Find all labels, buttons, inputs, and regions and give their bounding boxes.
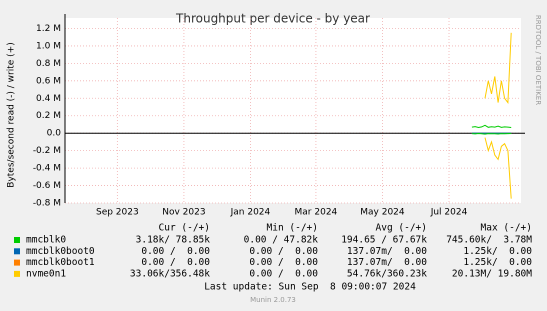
legend-value: 137.07m/ 0.00: [347, 257, 427, 268]
y-tick-label: 0.6 M: [36, 76, 61, 86]
series-line: [471, 124, 512, 129]
legend-value: 0.00 / 47.82k: [244, 235, 319, 246]
series-line: [471, 132, 512, 135]
y-tick-label: 0.0: [47, 129, 62, 139]
legend-value: 0.00 / 0.00: [141, 257, 210, 268]
legend-name: mmcblk0: [26, 235, 66, 246]
legend-value: 54.76k/360.23k: [347, 268, 427, 279]
legend-value: 745.60k/ 3.78M: [446, 235, 532, 246]
side-text: RRDTOOL / TOBI OETIKER: [534, 15, 542, 105]
last-update: Last update: Sun Sep 8 09:00:07 2024: [204, 282, 416, 293]
legend-header: Avg (-/+): [376, 223, 427, 234]
legend-value: 20.13M/ 19.80M: [452, 268, 532, 279]
chart-title: Throughput per device - by year: [175, 12, 370, 26]
x-tick-label: Mar 2024: [295, 208, 338, 218]
plot-area: [65, 18, 521, 203]
x-tick-label: Jan 2024: [230, 208, 271, 218]
legend-name: nvme0n1: [26, 268, 66, 279]
legend-swatch: [14, 248, 20, 255]
y-tick-label: -0.8 M: [33, 199, 61, 209]
legend-value: 0.00 / 0.00: [249, 257, 318, 268]
legend-value: 1.25k/ 0.00: [463, 257, 532, 268]
y-tick-label: 0.4 M: [36, 94, 61, 104]
legend-swatch: [14, 237, 20, 243]
series-line: [484, 32, 512, 104]
legend-header: Cur (-/+): [159, 223, 210, 234]
y-tick-label: 0.2 M: [36, 111, 61, 121]
legend-header: Max (-/+): [481, 223, 532, 234]
footer: Munin 2.0.73: [250, 296, 296, 304]
legend-value: 1.25k/ 0.00: [463, 246, 532, 257]
legend-value: 33.06k/356.48k: [130, 268, 210, 279]
y-tick-label: -0.4 M: [33, 164, 61, 174]
legend-value: 137.07m/ 0.00: [347, 246, 427, 257]
legend-name: mmcblk0boot1: [26, 257, 95, 268]
legend-header: Min (-/+): [267, 223, 318, 234]
y-tick-label: -0.6 M: [33, 181, 61, 191]
x-tick-label: Sep 2023: [96, 208, 139, 218]
legend-value: 0.00 / 0.00: [141, 246, 210, 257]
x-tick-label: Jul 2024: [430, 208, 468, 218]
y-tick-label: 1.2 M: [36, 24, 61, 34]
legend-value: 0.00 / 0.00: [249, 246, 318, 257]
legend-swatch: [14, 259, 20, 266]
y-tick-label: 0.8 M: [36, 59, 61, 69]
y-axis-label: Bytes/second read (-) / write (+): [7, 42, 17, 187]
x-tick-label: May 2024: [360, 208, 405, 218]
x-tick-label: Nov 2023: [162, 208, 205, 218]
y-tick-label: 1.0 M: [36, 41, 61, 51]
legend-value: 194.65 / 67.67k: [341, 235, 427, 246]
y-tick-label: -0.2 M: [33, 146, 61, 156]
legend-name: mmcblk0boot0: [26, 246, 95, 257]
legend-value: 3.18k/ 78.85k: [136, 235, 211, 246]
legend-value: 0.00 / 0.00: [249, 268, 318, 279]
series-line: [484, 137, 512, 199]
legend-swatch: [14, 270, 20, 277]
